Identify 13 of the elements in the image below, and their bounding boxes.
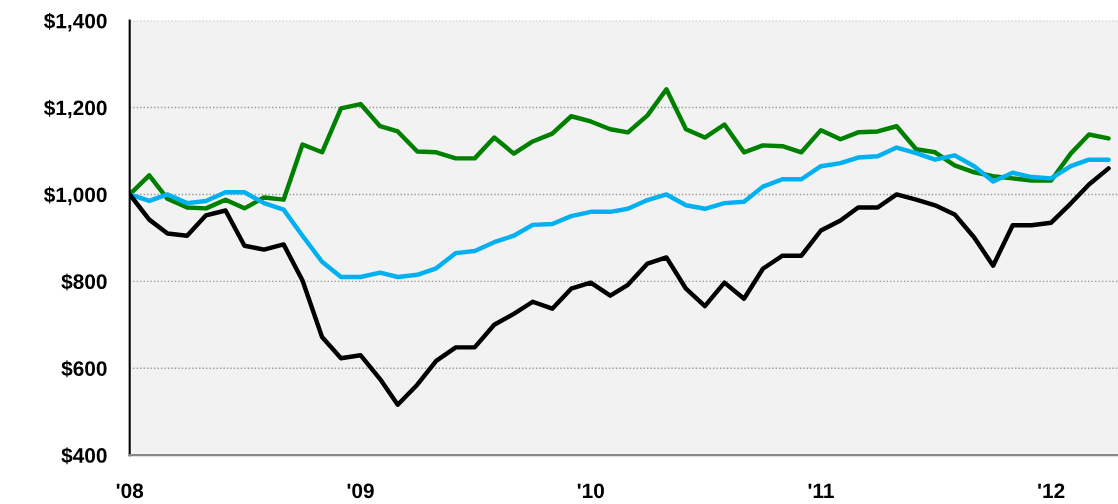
x-tick-label: '10 [577,483,604,499]
x-tick-label: '08 [116,483,144,499]
y-tick-label: $1,000 [44,186,107,206]
y-tick-label: $1,400 [44,12,107,32]
line-series [129,145,1111,280]
x-tick-label: '12 [1038,483,1065,498]
x-tick-label: '09 [347,483,374,499]
line-series [129,87,1111,211]
y-tick-label: $600 [61,360,107,378]
y-tick-label: $800 [61,273,107,291]
x-tick-label: '11 [808,483,834,498]
y-tick-label: $400 [61,447,107,465]
y-tick-label: $1,200 [44,99,107,119]
